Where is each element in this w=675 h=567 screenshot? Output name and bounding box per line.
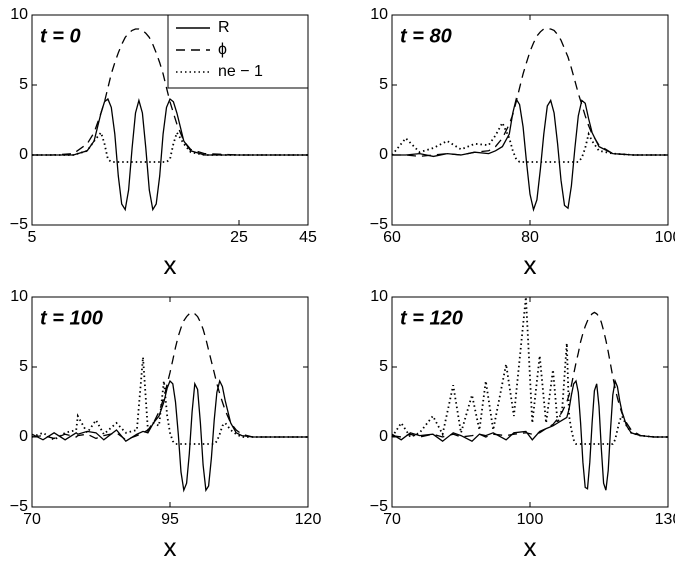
y-tick-label: −5 [10,498,28,515]
series-line [31,357,308,445]
x-tick-label: 100 [655,229,675,246]
series-line [31,379,308,493]
series-line [32,28,308,156]
y-tick-label: 10 [370,6,388,23]
x-tick-label: 70 [383,511,401,528]
x-tick-label: 70 [23,511,41,528]
x-tick-label: 5 [28,229,37,246]
y-tick-label: 10 [10,6,28,23]
series-line [31,311,308,441]
series-line [391,296,668,445]
y-tick-label: 0 [379,146,388,163]
x-axis-label: x [164,250,177,280]
legend-box [167,14,309,89]
legend-label: ϕ [218,41,227,58]
y-tick-label: 5 [19,76,28,93]
x-axis-label: x [524,250,537,280]
x-axis-label: x [524,532,537,562]
x-tick-label: 25 [230,229,248,246]
y-tick-label: 0 [379,428,388,445]
x-tick-label: 130 [655,511,675,528]
series-line [32,130,308,163]
annotation: t = 0 [40,25,81,47]
series-line [391,311,668,438]
x-tick-label: 45 [299,229,317,246]
axes-frame [391,296,669,508]
series-line [391,378,668,491]
axes-frame [391,14,669,226]
legend-label: ne − 1 [218,63,263,80]
y-tick-label: 5 [19,358,28,375]
x-tick-label: 80 [521,229,539,246]
y-tick-label: 10 [10,288,28,305]
series-line [392,97,668,212]
y-tick-label: −5 [370,216,388,233]
y-tick-label: 0 [19,146,28,163]
series-line [392,28,668,158]
x-tick-label: 60 [383,229,401,246]
annotation: t = 120 [400,307,463,329]
y-tick-label: −5 [10,216,28,233]
annotation: t = 80 [400,25,452,47]
y-tick-label: 10 [370,288,388,305]
x-tick-label: 95 [161,511,179,528]
y-tick-label: −5 [370,498,388,515]
y-tick-label: 5 [379,358,388,375]
x-axis-label: x [164,532,177,562]
series-line [391,120,668,163]
y-tick-label: 0 [19,428,28,445]
annotation: t = 100 [40,307,103,329]
y-tick-label: 5 [379,76,388,93]
legend-label: R [218,19,230,36]
x-tick-label: 100 [517,511,544,528]
x-tick-label: 120 [295,511,322,528]
axes-frame [31,296,309,508]
